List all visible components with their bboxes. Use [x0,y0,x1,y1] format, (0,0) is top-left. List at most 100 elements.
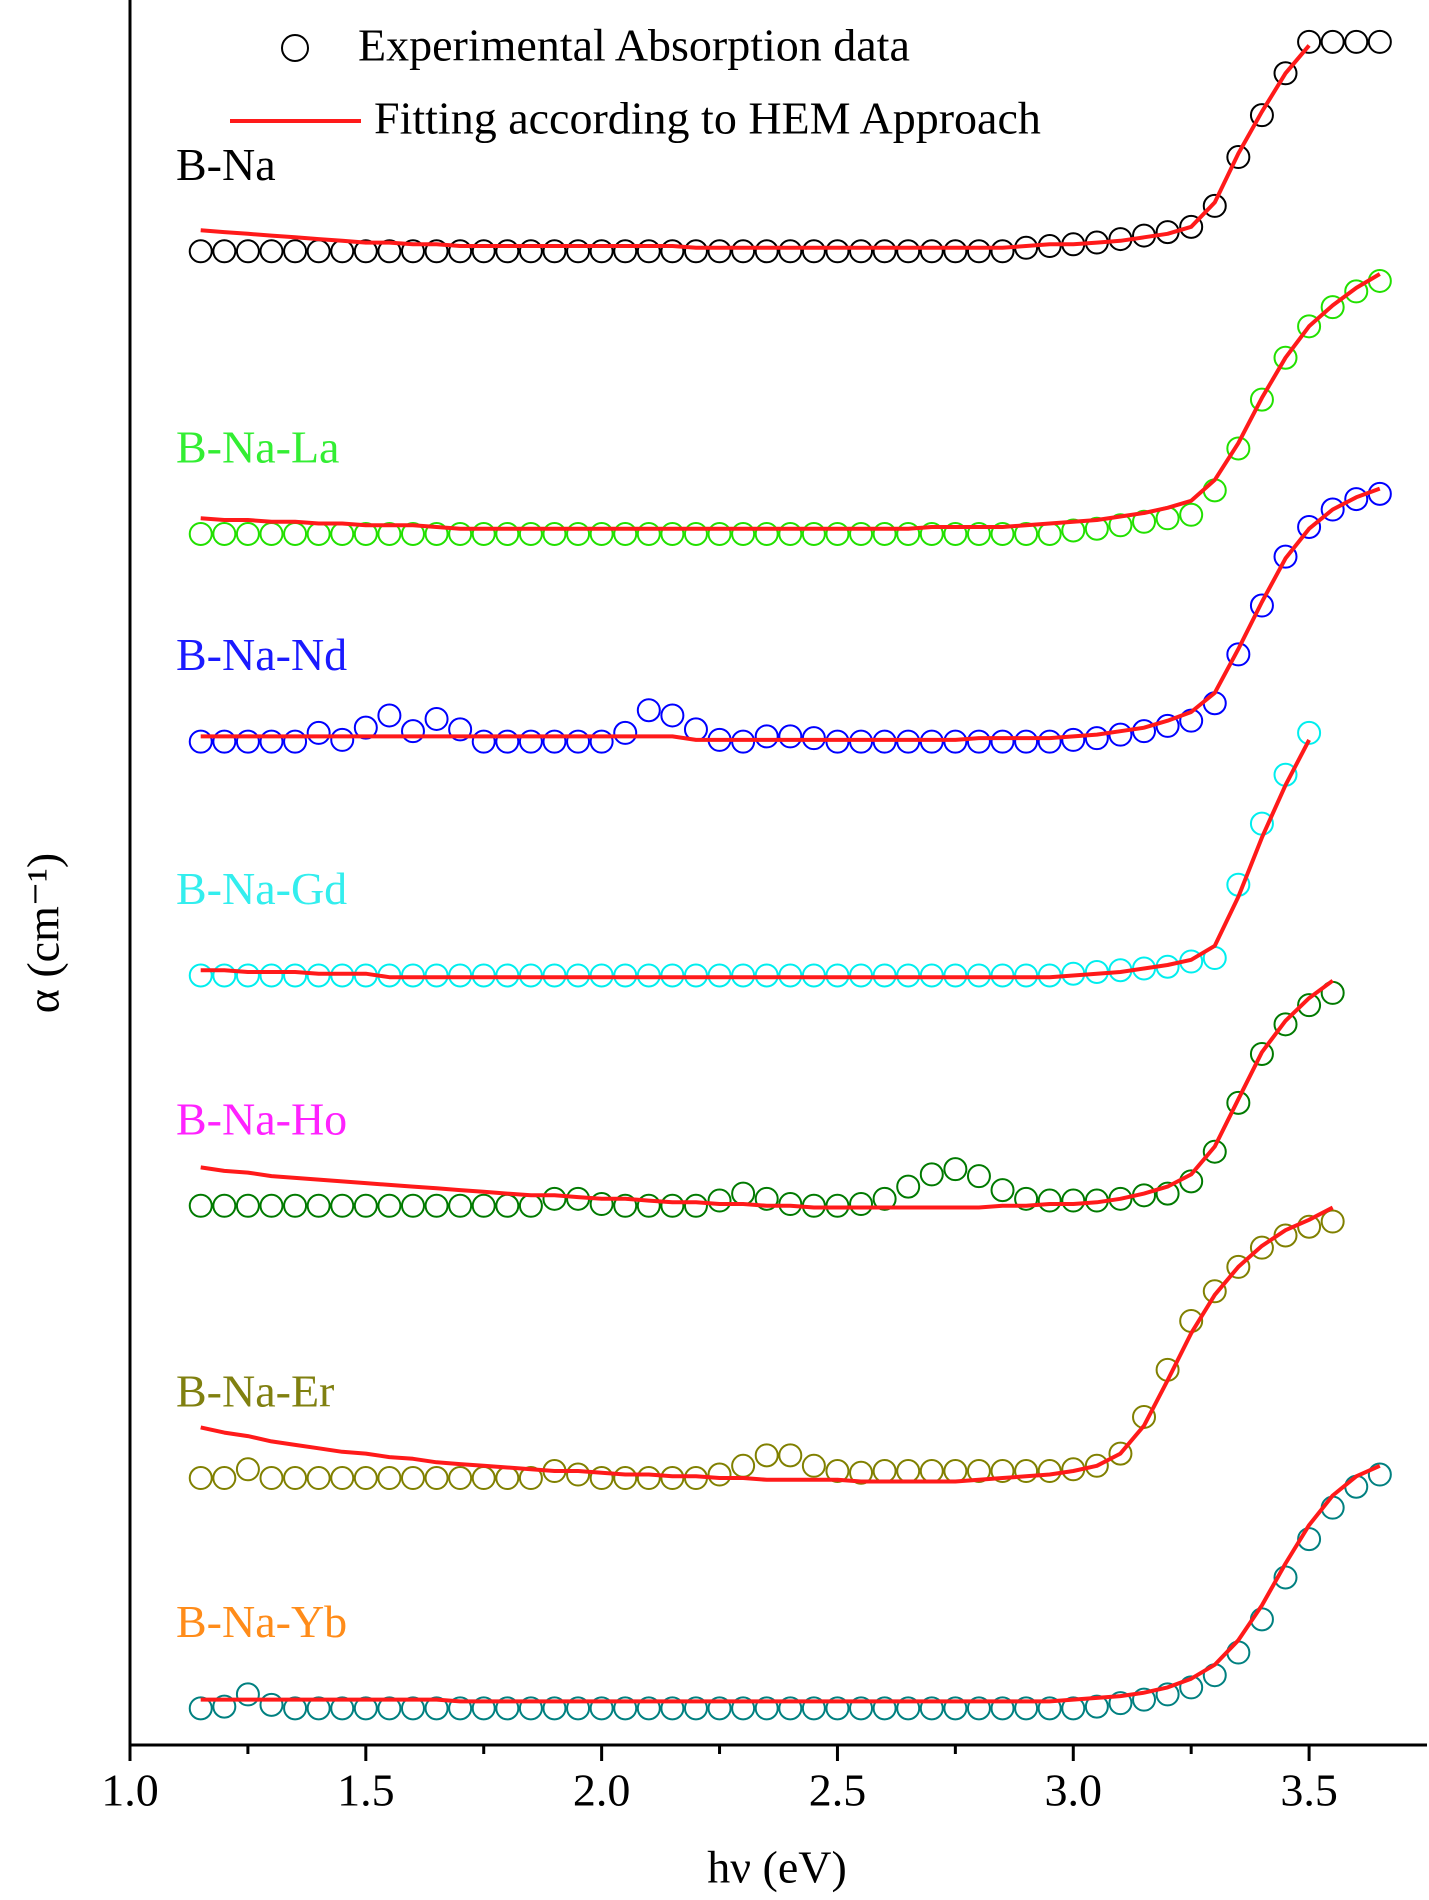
data-point [1320,29,1345,54]
data-point [212,729,237,754]
data-point [990,1459,1015,1484]
data-point [353,1193,378,1218]
data-point [188,729,213,754]
data-point [495,239,520,264]
data-point [259,729,284,754]
data-point [1084,726,1109,751]
data-point [542,239,567,264]
fit-line [200,272,1381,531]
data-point [448,1193,473,1218]
data-point [566,1462,591,1487]
data-point [943,521,968,546]
data-point [943,1157,968,1182]
data-point [353,715,378,740]
data-point [518,1466,543,1491]
fit-line [200,738,1311,980]
data-point [235,1193,260,1218]
data-point [1061,727,1086,752]
data-point [283,1193,308,1218]
data-point [306,1466,331,1491]
data-point [966,1459,991,1484]
data-point [377,239,402,264]
data-point [825,521,850,546]
data-point [683,239,708,264]
data-point [943,239,968,264]
data-point [212,239,237,264]
data-point [1367,29,1392,54]
data-point [235,1682,260,1707]
data-point [872,1696,897,1721]
x-axis-label: hν (eV) [707,1842,847,1893]
series-label: B-Na [176,139,276,190]
legend-label: Fitting according to HEM Approach [374,93,1041,144]
data-point [1344,279,1369,304]
data-point [1273,544,1298,569]
data-point [1344,29,1369,54]
data-point [660,1696,685,1721]
data-point [636,1466,661,1491]
data-point [896,1696,921,1721]
data-point [660,703,685,728]
data-point [259,239,284,264]
fit-line [200,1205,1334,1484]
data-point [330,521,355,546]
data-point [990,1696,1015,1721]
data-point [966,1164,991,1189]
data-point [636,239,661,264]
data-point [990,521,1015,546]
data-point [1320,295,1345,320]
data-point [1084,1694,1109,1719]
data-point [1344,487,1369,512]
data-point [542,1696,567,1721]
data-point [400,1466,425,1491]
data-point [542,521,567,546]
data-point [1179,502,1204,527]
data-point [424,706,449,731]
data-point [801,521,826,546]
data-point [1108,513,1133,538]
series-label: B-Na-Gd [176,863,347,914]
data-point [400,521,425,546]
data-point [707,521,732,546]
data-point [566,239,591,264]
data-point [188,1193,213,1218]
data-point [471,521,496,546]
data-point [872,521,897,546]
data-point [1202,193,1227,218]
data-point [896,1174,921,1199]
series-label: B-Na-La [176,422,339,473]
series-label: B-Na-Nd [176,629,347,680]
data-point [1061,1188,1086,1213]
data-point [306,720,331,745]
data-point [1014,521,1039,546]
data-point [1249,103,1274,128]
data-point [849,239,874,264]
data-point [448,1696,473,1721]
data-point [306,521,331,546]
x-tick-label: 2.5 [809,1765,867,1816]
data-point [919,1696,944,1721]
data-point [424,1696,449,1721]
data-point [471,1193,496,1218]
data-point [330,1696,355,1721]
data-point [1320,497,1345,522]
data-point [542,1186,567,1211]
data-point [919,1459,944,1484]
data-point [754,239,779,264]
data-point [919,1162,944,1187]
data-point [1061,518,1086,543]
data-point [801,1453,826,1478]
data-point [188,239,213,264]
data-point [212,963,237,988]
data-point [235,1457,260,1482]
data-point [400,719,425,744]
data-point [448,1466,473,1491]
data-point [1108,1441,1133,1466]
data-point [683,1696,708,1721]
data-point [424,521,449,546]
data-point [518,1696,543,1721]
data-point [1037,1459,1062,1484]
data-point [1155,1181,1180,1206]
data-point [754,1186,779,1211]
